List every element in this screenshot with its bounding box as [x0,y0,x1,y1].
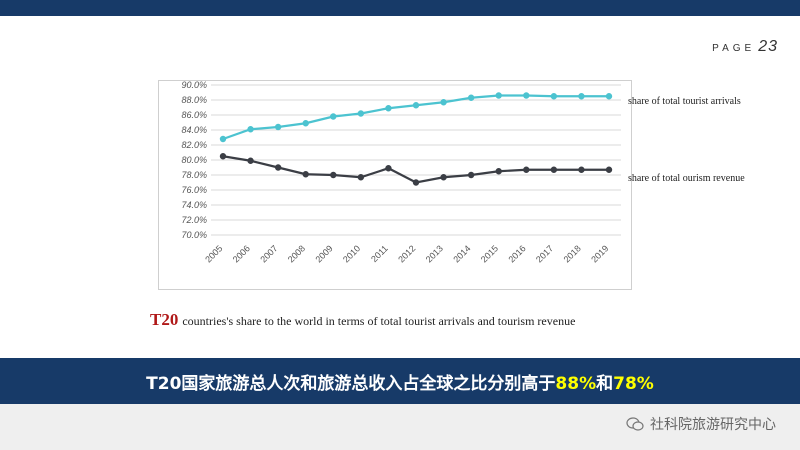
series-1-point [219,153,227,160]
legend-revenue: share of total ourism revenue [628,173,745,184]
x-tick-label: 2010 [341,243,362,264]
series-1-point [330,171,337,179]
line-chart: 70.0% 72.0% 74.0% 76.0% 78.0% 80.0% 82.0% 84.0%… [181,81,621,265]
series-0-point [274,123,282,131]
banner-join: 和 [596,373,614,394]
series-0-point [219,135,227,143]
series-1-point [247,157,254,164]
y-tick-label: 84.0% [181,125,207,135]
x-tick-label: 2008 [286,243,307,264]
series-1-point [495,168,502,175]
watermark: 社科院旅游研究中心 [626,404,776,444]
series-1-point [274,164,282,171]
y-tick-label: 90.0% [181,81,207,90]
x-tick-label: 2013 [424,243,445,264]
series-1-point [412,179,420,186]
series-0-point [605,93,613,100]
x-tick-label: 2016 [506,243,527,264]
x-tick-label: 2007 [258,243,279,264]
caption-text: countries's share to the world in terms … [182,314,576,328]
series-0-point [495,92,502,99]
series-0-point [467,94,475,101]
y-tick-label: 82.0% [181,140,207,150]
x-tick-label: 2018 [562,243,583,264]
series-0-point [385,105,392,112]
series-0-point [578,93,585,100]
chart-caption: T20 countries's share to the world in ter… [150,310,575,330]
banner-part1: T20国家旅游总人次和旅游总收入占全球之比分别高于 [146,373,556,394]
series-1-point [302,171,309,178]
x-tick-label: 2019 [589,243,610,264]
y-tick-label: 78.0% [181,170,207,180]
x-tick-label: 2014 [451,243,472,264]
series-0-point [357,110,365,117]
series-1-point [385,165,392,172]
series-1-point [605,166,613,173]
series-0-point [412,102,420,109]
x-tick-label: 2015 [479,243,500,264]
series-0-point [330,113,337,120]
series-1-point [550,166,558,173]
chart-frame: 70.0% 72.0% 74.0% 76.0% 78.0% 80.0% 82.0% 84.0%… [158,80,632,290]
y-tick-label: 76.0% [181,185,207,195]
banner-pct1: 88% [555,373,597,394]
series-line-0 [222,94,609,141]
series-0-point [302,120,309,127]
y-tick-label: 86.0% [181,110,207,120]
wechat-icon [626,417,644,431]
page-word: PAGE [712,43,756,54]
top-bar [0,0,800,16]
series-0-point [523,92,530,99]
x-tick-label: 2006 [231,243,252,264]
x-tick-label: 2009 [313,243,334,264]
x-tick-label: 2017 [534,243,555,264]
series-0-point [440,99,447,106]
y-tick-label: 80.0% [181,155,207,165]
watermark-text: 社科院旅游研究中心 [650,417,776,433]
y-tick-label: 70.0% [181,230,207,240]
y-tick-label: 88.0% [181,95,207,105]
x-tick-label: 2012 [396,243,417,264]
page-label: PAGE 23 [712,38,778,56]
bottom-banner: T20国家旅游总人次和旅游总收入占全球之比分别高于88%和78% [0,358,800,404]
y-tick-label: 72.0% [181,215,207,225]
footer-strip [0,404,800,450]
series-0-point [550,93,558,100]
caption-prefix: T20 [150,310,179,329]
series-1-point [440,174,447,181]
x-tick-label: 2005 [203,243,224,264]
series-1-point [578,166,585,173]
series-1-point [523,166,530,173]
banner-pct2: 78% [613,373,654,394]
x-tick-label: 2011 [369,243,390,264]
y-tick-label: 74.0% [181,200,207,210]
series-1-point [467,171,475,179]
legend-arrivals: share of total tourist arrivals [628,96,741,107]
banner-text: T20国家旅游总人次和旅游总收入占全球之比分别高于88%和78% [146,369,654,394]
page-number: 23 [758,38,778,55]
series-1-point [357,174,365,181]
series-0-point [247,126,254,133]
